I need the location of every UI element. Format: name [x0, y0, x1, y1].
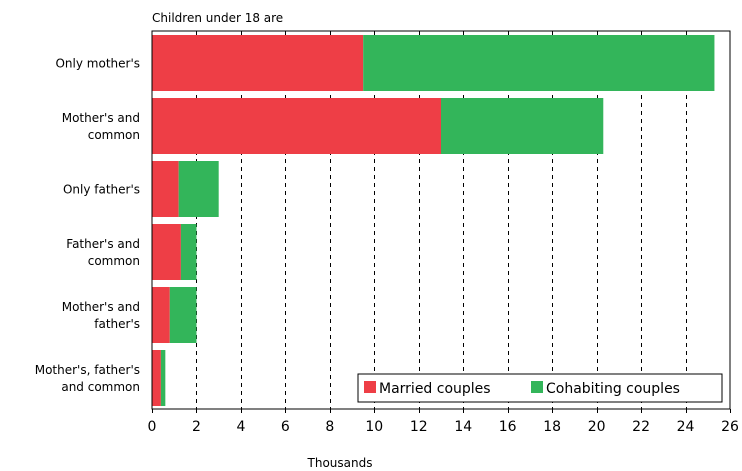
category-label: and common: [61, 380, 140, 394]
category-label: Only mother's: [55, 57, 140, 71]
bar-cohabiting: [178, 161, 219, 217]
x-tick-label: 18: [543, 419, 561, 435]
category-label: common: [88, 128, 140, 142]
category-label: Mother's and: [62, 300, 140, 314]
x-axis-label: Thousands: [307, 456, 373, 470]
category-labels: Only mother's Mother's and common Only fath…: [35, 57, 140, 395]
category-label: Mother's and: [62, 111, 140, 125]
bar-married: [152, 287, 170, 343]
x-tick-label: 16: [499, 419, 517, 435]
x-tick-label: 4: [236, 419, 245, 435]
x-tick-label: 0: [148, 419, 157, 435]
bar-cohabiting: [363, 35, 715, 91]
legend: Married couples Cohabiting couples: [357, 373, 723, 403]
x-tick-label: 20: [588, 419, 606, 435]
category-label: Only father's: [63, 183, 140, 197]
x-tick-label: 12: [410, 419, 428, 435]
category-label: Mother's, father's: [35, 363, 140, 377]
x-tick-label: 8: [325, 419, 334, 435]
category-label: father's: [94, 317, 140, 331]
bar-cohabiting: [441, 98, 604, 154]
legend-swatch-married: [364, 381, 376, 393]
bars: [152, 35, 715, 406]
category-label: Father's and: [66, 237, 140, 251]
bar-cohabiting: [160, 350, 166, 406]
bar-married: [152, 224, 181, 280]
bar-cohabiting: [180, 224, 197, 280]
bar-married: [152, 350, 161, 406]
plot-frame: [151, 30, 731, 410]
legend-label-married: Married couples: [379, 381, 491, 397]
legend-label-cohabiting: Cohabiting couples: [546, 381, 680, 397]
x-tick-label: 22: [632, 419, 650, 435]
bar-cohabiting: [169, 287, 197, 343]
gridlines: [196, 31, 687, 409]
category-label: common: [88, 254, 140, 268]
legend-swatch-cohabiting: [531, 381, 543, 393]
x-tick-label: 26: [721, 419, 739, 435]
bar-married: [152, 98, 441, 154]
bar-married: [152, 35, 364, 91]
x-tick-label: 10: [365, 419, 383, 435]
x-tick-label: 24: [677, 419, 695, 435]
bar-married: [152, 161, 179, 217]
x-axis-ticks: 0 2 4 6 8 10 12 14 16 18 20 22 24 26: [148, 409, 739, 435]
x-tick-label: 2: [192, 419, 201, 435]
x-tick-label: 6: [281, 419, 290, 435]
x-tick-label: 14: [454, 419, 472, 435]
chart-title: Children under 18 are: [152, 11, 283, 25]
